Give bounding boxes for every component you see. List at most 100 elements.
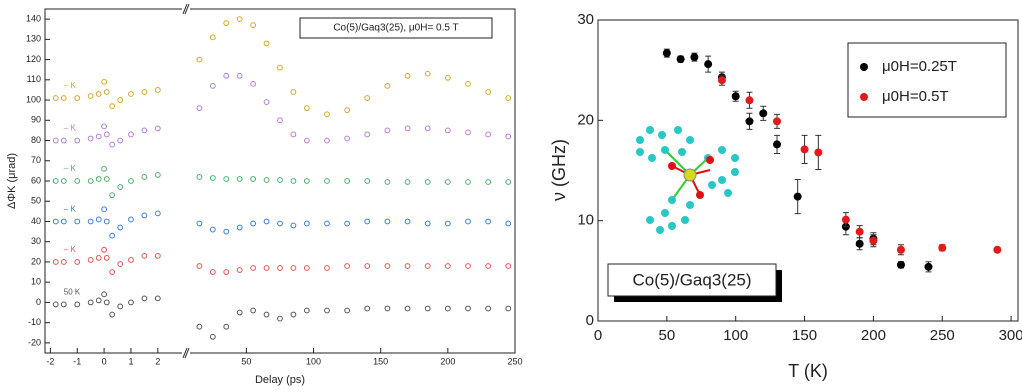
marker: [385, 306, 390, 311]
marker: [365, 132, 370, 137]
marker: [425, 221, 430, 226]
marker: [104, 177, 109, 182]
marker: [75, 96, 80, 101]
marker: [96, 217, 101, 222]
marker: [224, 21, 229, 26]
marker: [938, 244, 946, 252]
marker: [102, 166, 107, 171]
axis-frame: [45, 9, 182, 353]
marker: [325, 308, 330, 313]
marker: [801, 145, 809, 153]
marker: [291, 312, 296, 317]
marker: [445, 180, 450, 185]
marker: [129, 179, 134, 184]
marker: [142, 213, 147, 218]
marker: [75, 219, 80, 224]
marker: [155, 253, 160, 258]
marker: [110, 270, 115, 275]
marker: [197, 264, 202, 269]
annotation: Co(5)/Gaq3(25), μ0H= 0.5 T: [333, 23, 458, 34]
marker: [197, 221, 202, 226]
marker: [224, 324, 229, 329]
marker: [506, 180, 511, 185]
marker: [53, 138, 58, 143]
marker: [197, 324, 202, 329]
marker: [291, 179, 296, 184]
marker: [304, 221, 309, 226]
series-label: – K: [64, 123, 77, 132]
marker: [237, 73, 242, 78]
marker: [486, 264, 491, 269]
marker: [104, 132, 109, 137]
y-tick-label: 130: [26, 34, 41, 44]
marker: [61, 179, 66, 184]
marker: [129, 132, 134, 137]
marker: [61, 96, 66, 101]
marker: [365, 219, 370, 224]
marker: [304, 179, 309, 184]
marker: [773, 140, 781, 148]
marker: [53, 96, 58, 101]
x-axis-title: Delay (ps): [255, 374, 305, 386]
marker: [197, 57, 202, 62]
y-tick-label: 100: [26, 94, 41, 104]
y-tick-label: 40: [31, 216, 41, 226]
y-tick-label: 50: [31, 196, 41, 206]
y-tick-label: 60: [31, 175, 41, 185]
marker: [506, 264, 511, 269]
marker: [345, 179, 350, 184]
marker: [104, 219, 109, 224]
marker: [345, 108, 350, 113]
marker: [325, 266, 330, 271]
marker: [142, 175, 147, 180]
y-tick-label: 110: [27, 74, 41, 84]
marker: [405, 73, 410, 78]
marker: [118, 225, 123, 230]
legend-marker: [860, 63, 868, 71]
marker: [53, 219, 58, 224]
marker: [104, 90, 109, 95]
marker: [210, 227, 215, 232]
marker: [325, 179, 330, 184]
annotation: Co(5)/Gaq3(25): [632, 270, 751, 289]
y-axis-title: ΔΦK (μrad): [6, 153, 18, 209]
marker: [278, 65, 283, 70]
marker: [345, 264, 350, 269]
marker: [88, 179, 93, 184]
axis-break: [183, 4, 187, 14]
marker: [291, 266, 296, 271]
marker: [197, 175, 202, 180]
marker: [304, 106, 309, 111]
marker: [345, 308, 350, 313]
x-tick-label: 100: [306, 356, 321, 366]
marker: [237, 268, 242, 273]
marker: [405, 264, 410, 269]
marker: [129, 92, 134, 97]
marker: [385, 83, 390, 88]
axis-break: [185, 4, 189, 14]
marker: [88, 300, 93, 305]
marker: [425, 126, 430, 131]
marker: [897, 246, 905, 254]
marker: [445, 264, 450, 269]
marker: [325, 138, 330, 143]
marker: [110, 233, 115, 238]
marker: [110, 312, 115, 317]
marker: [732, 92, 740, 100]
marker: [425, 71, 430, 76]
marker: [304, 308, 309, 313]
marker: [251, 308, 256, 313]
marker: [102, 124, 107, 129]
marker: [842, 216, 850, 224]
marker: [237, 310, 242, 315]
x-tick-label: 0: [102, 356, 107, 366]
marker: [690, 53, 698, 61]
y-axis-title: ν (GHz): [549, 139, 569, 201]
marker: [237, 225, 242, 230]
y-tick-label: 90: [31, 115, 41, 125]
marker: [718, 76, 726, 84]
marker: [142, 253, 147, 258]
marker: [278, 221, 283, 226]
marker: [291, 90, 296, 95]
marker: [385, 128, 390, 133]
